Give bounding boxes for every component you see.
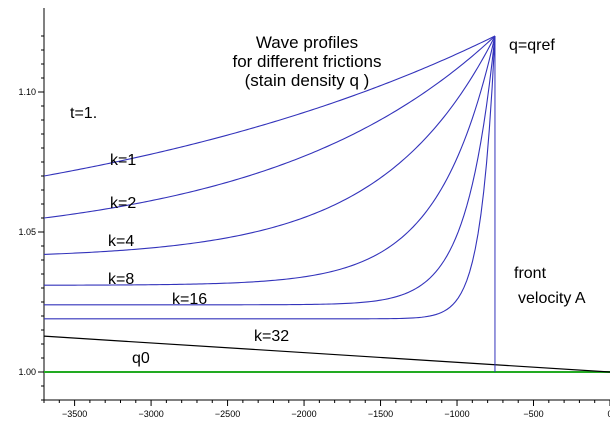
qref-annotation: q=qref: [509, 37, 555, 54]
series-k-2-curve: [43, 35, 496, 219]
x-tick-label: −2500: [215, 409, 240, 419]
k-label-4: k=8: [108, 271, 134, 288]
x-tick-label: −3000: [138, 409, 163, 419]
x-tick-label: −3500: [62, 409, 87, 419]
series-k-16-curve: [44, 35, 496, 306]
k-label-1: k=1: [110, 152, 136, 169]
time-annotation: t=1.: [70, 105, 97, 122]
series-k-8-curve: [44, 35, 496, 286]
q0-label: q0: [132, 350, 150, 367]
axes: −3500 −3000 −2500 −2000 −1500 −1000 −500 0 1.00 1…: [18, 8, 610, 419]
x-tick-label: −1500: [368, 409, 393, 419]
q0-line: [43, 335, 610, 373]
series-k-4-curve: [43, 35, 496, 255]
front-annotation-line2: velocity A: [518, 290, 586, 307]
y-tick-label: 1.05: [18, 227, 36, 237]
k-label-3: k=4: [108, 233, 134, 250]
y-tick-label: 1.10: [18, 87, 36, 97]
chart-title-line-1: Wave profiles: [256, 33, 358, 52]
front-annotation-line1: front: [514, 265, 547, 282]
series-k-32-curve: [44, 35, 496, 320]
chart-title-line-3: (stain density q ): [245, 71, 370, 90]
x-tick-label: −500: [523, 409, 543, 419]
x-tick-label: 0: [607, 409, 610, 419]
y-tick-label: 1.00: [18, 367, 36, 377]
k-label-6: k=32: [254, 328, 289, 345]
k-label-2: k=2: [110, 195, 136, 212]
series-k-1-curve: [43, 35, 496, 177]
k-label-5: k=16: [172, 291, 207, 308]
chart-title-line-2: for different frictions: [233, 52, 382, 71]
x-tick-label: −2000: [291, 409, 316, 419]
curves-group: [43, 35, 610, 373]
x-tick-label: −1000: [444, 409, 469, 419]
